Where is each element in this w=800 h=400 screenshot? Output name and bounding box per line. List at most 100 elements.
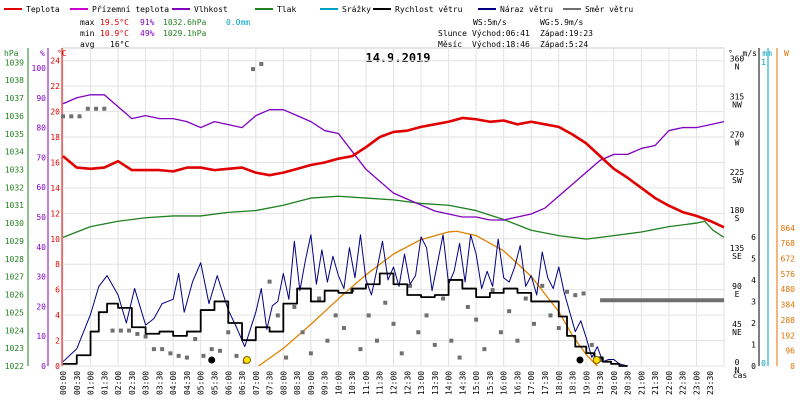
wind-direction-point (151, 347, 156, 352)
tick-label-x: 12:30 (403, 371, 412, 395)
wind-direction-point (449, 338, 454, 343)
stat-min-temp: 10.9°C (100, 29, 129, 38)
tick-label-dir: 270 (730, 130, 745, 139)
tick-label-x: 17:00 (527, 371, 536, 395)
tick-label-pct: 90 (36, 94, 46, 103)
wind-direction-point (441, 296, 446, 301)
tick-label-x: 03:00 (142, 371, 151, 395)
tick-label-mm: 1 (761, 58, 766, 67)
tick-label-temp: 4 (55, 311, 60, 320)
tick-label-x: 12:00 (390, 371, 399, 395)
legend-entry: Přízemní teplota (92, 5, 169, 14)
stats-block: max 19.5°C 91% 1032.6hPa 0.0mm min 10.9°… (80, 18, 593, 49)
wind-direction-point (556, 326, 561, 331)
tick-label-hpa: 1031 (5, 201, 24, 210)
tick-label-ms: 5 (751, 254, 756, 263)
tick-label-w: 864 (781, 224, 796, 233)
tick-label-w: 672 (781, 254, 796, 263)
tick-label-x: 14:00 (445, 371, 454, 395)
wind-direction-point (374, 338, 379, 343)
tick-label-x: 14:30 (458, 371, 467, 395)
tick-label-x: 22:30 (679, 371, 688, 395)
tick-label-x: 17:30 (541, 371, 550, 395)
wind-direction-point (201, 353, 206, 358)
legend-entry: Rychlost větru (395, 5, 463, 14)
tick-label-dir-name: N (735, 62, 740, 71)
tick-label-x: 23:00 (692, 371, 701, 395)
tick-label-temp: 14 (50, 184, 60, 193)
stat-max-temp: 19.5°C (100, 18, 129, 27)
tick-label-x: 18:00 (555, 371, 564, 395)
stat-sun-label: Slunce (438, 29, 467, 38)
wind-direction-point (317, 296, 322, 301)
tick-label-x: 11:00 (362, 371, 371, 395)
tick-label-temp: 22 (50, 82, 60, 91)
axes: hPa%°C1022102310241025102610271028102910… (4, 48, 795, 395)
wind-direction-point (308, 351, 313, 356)
axis-unit-ms: m/s (743, 49, 758, 58)
wind-direction-point (61, 114, 65, 119)
legend-entry: Srážky (342, 5, 371, 14)
wind-direction-point (498, 330, 503, 335)
tick-label-x: 20:00 (610, 371, 619, 395)
tick-label-hpa: 1032 (5, 183, 24, 192)
wind-direction-point (275, 313, 280, 318)
tick-label-hpa: 1035 (5, 130, 24, 139)
tick-label-x: 21:00 (637, 371, 646, 395)
tick-label-hpa: 1026 (5, 291, 24, 300)
tick-label-x: 18:30 (569, 371, 578, 395)
tick-label-dir-name: N (735, 366, 740, 375)
wind-direction-point (333, 313, 338, 318)
tick-label-dir: 315 (730, 92, 745, 101)
wind-direction-point (366, 313, 371, 318)
wind-direction-point (391, 321, 396, 326)
wind-direction-point (358, 347, 363, 352)
tick-label-hpa: 1030 (5, 219, 24, 228)
tick-label-x: 01:30 (100, 371, 109, 395)
tick-label-dir-name: S (735, 214, 740, 223)
stat-avg-temp: 16°C (110, 40, 129, 49)
x-axis-label: čas (733, 370, 748, 380)
wind-direction-point (383, 300, 388, 305)
tick-label-x: 21:30 (651, 371, 660, 395)
tick-label-w: 96 (785, 347, 795, 356)
tick-label-hpa: 1034 (5, 148, 24, 157)
stat-ws: WS:5m/s (473, 18, 507, 27)
legend: Teplota Přízemní teplota Vlhkost Tlak Srážky… (4, 5, 633, 14)
tick-label-x: 02:30 (128, 371, 137, 395)
tick-label-w: 768 (781, 239, 796, 248)
wind-direction-point (284, 355, 289, 360)
tick-label-temp: 18 (50, 133, 60, 142)
plot-area (61, 62, 725, 367)
tick-label-dir-name: NW (732, 100, 742, 109)
stat-max-rain: 0.0mm (226, 18, 250, 27)
stat-min-press: 1029.1hPa (163, 29, 207, 38)
tick-label-ms: 4 (751, 276, 756, 285)
tick-label-x: 00:00 (59, 371, 68, 395)
wind-direction-point (217, 348, 222, 353)
sunset-marker (592, 356, 601, 364)
tick-label-dir-name: W (735, 138, 740, 147)
tick-label-pct: 10 (36, 332, 46, 341)
tick-label-pct: 60 (36, 183, 46, 192)
tick-label-temp: 10 (50, 235, 60, 244)
tick-label-x: 10:00 (334, 371, 343, 395)
series-wind-gust (62, 234, 628, 367)
tick-label-x: 04:30 (183, 371, 192, 395)
wind-direction-point (292, 304, 297, 309)
wind-direction-point (474, 317, 479, 322)
wind-direction-point (300, 330, 305, 335)
wind-direction-point (160, 347, 165, 352)
chart-title: 14.9.2019 (365, 51, 430, 65)
tick-label-pct: 0 (41, 362, 46, 371)
tick-label-dir: 45 (732, 320, 742, 329)
tick-label-x: 02:00 (114, 371, 123, 395)
tick-label-pct: 30 (36, 273, 46, 282)
tick-label-x: 08:00 (279, 371, 288, 395)
wind-direction-point (482, 347, 487, 352)
tick-label-pct: 40 (36, 243, 46, 252)
tick-label-w: 0 (790, 362, 795, 371)
stat-max-press: 1032.6hPa (163, 18, 207, 27)
tick-label-dir: 225 (730, 168, 745, 177)
